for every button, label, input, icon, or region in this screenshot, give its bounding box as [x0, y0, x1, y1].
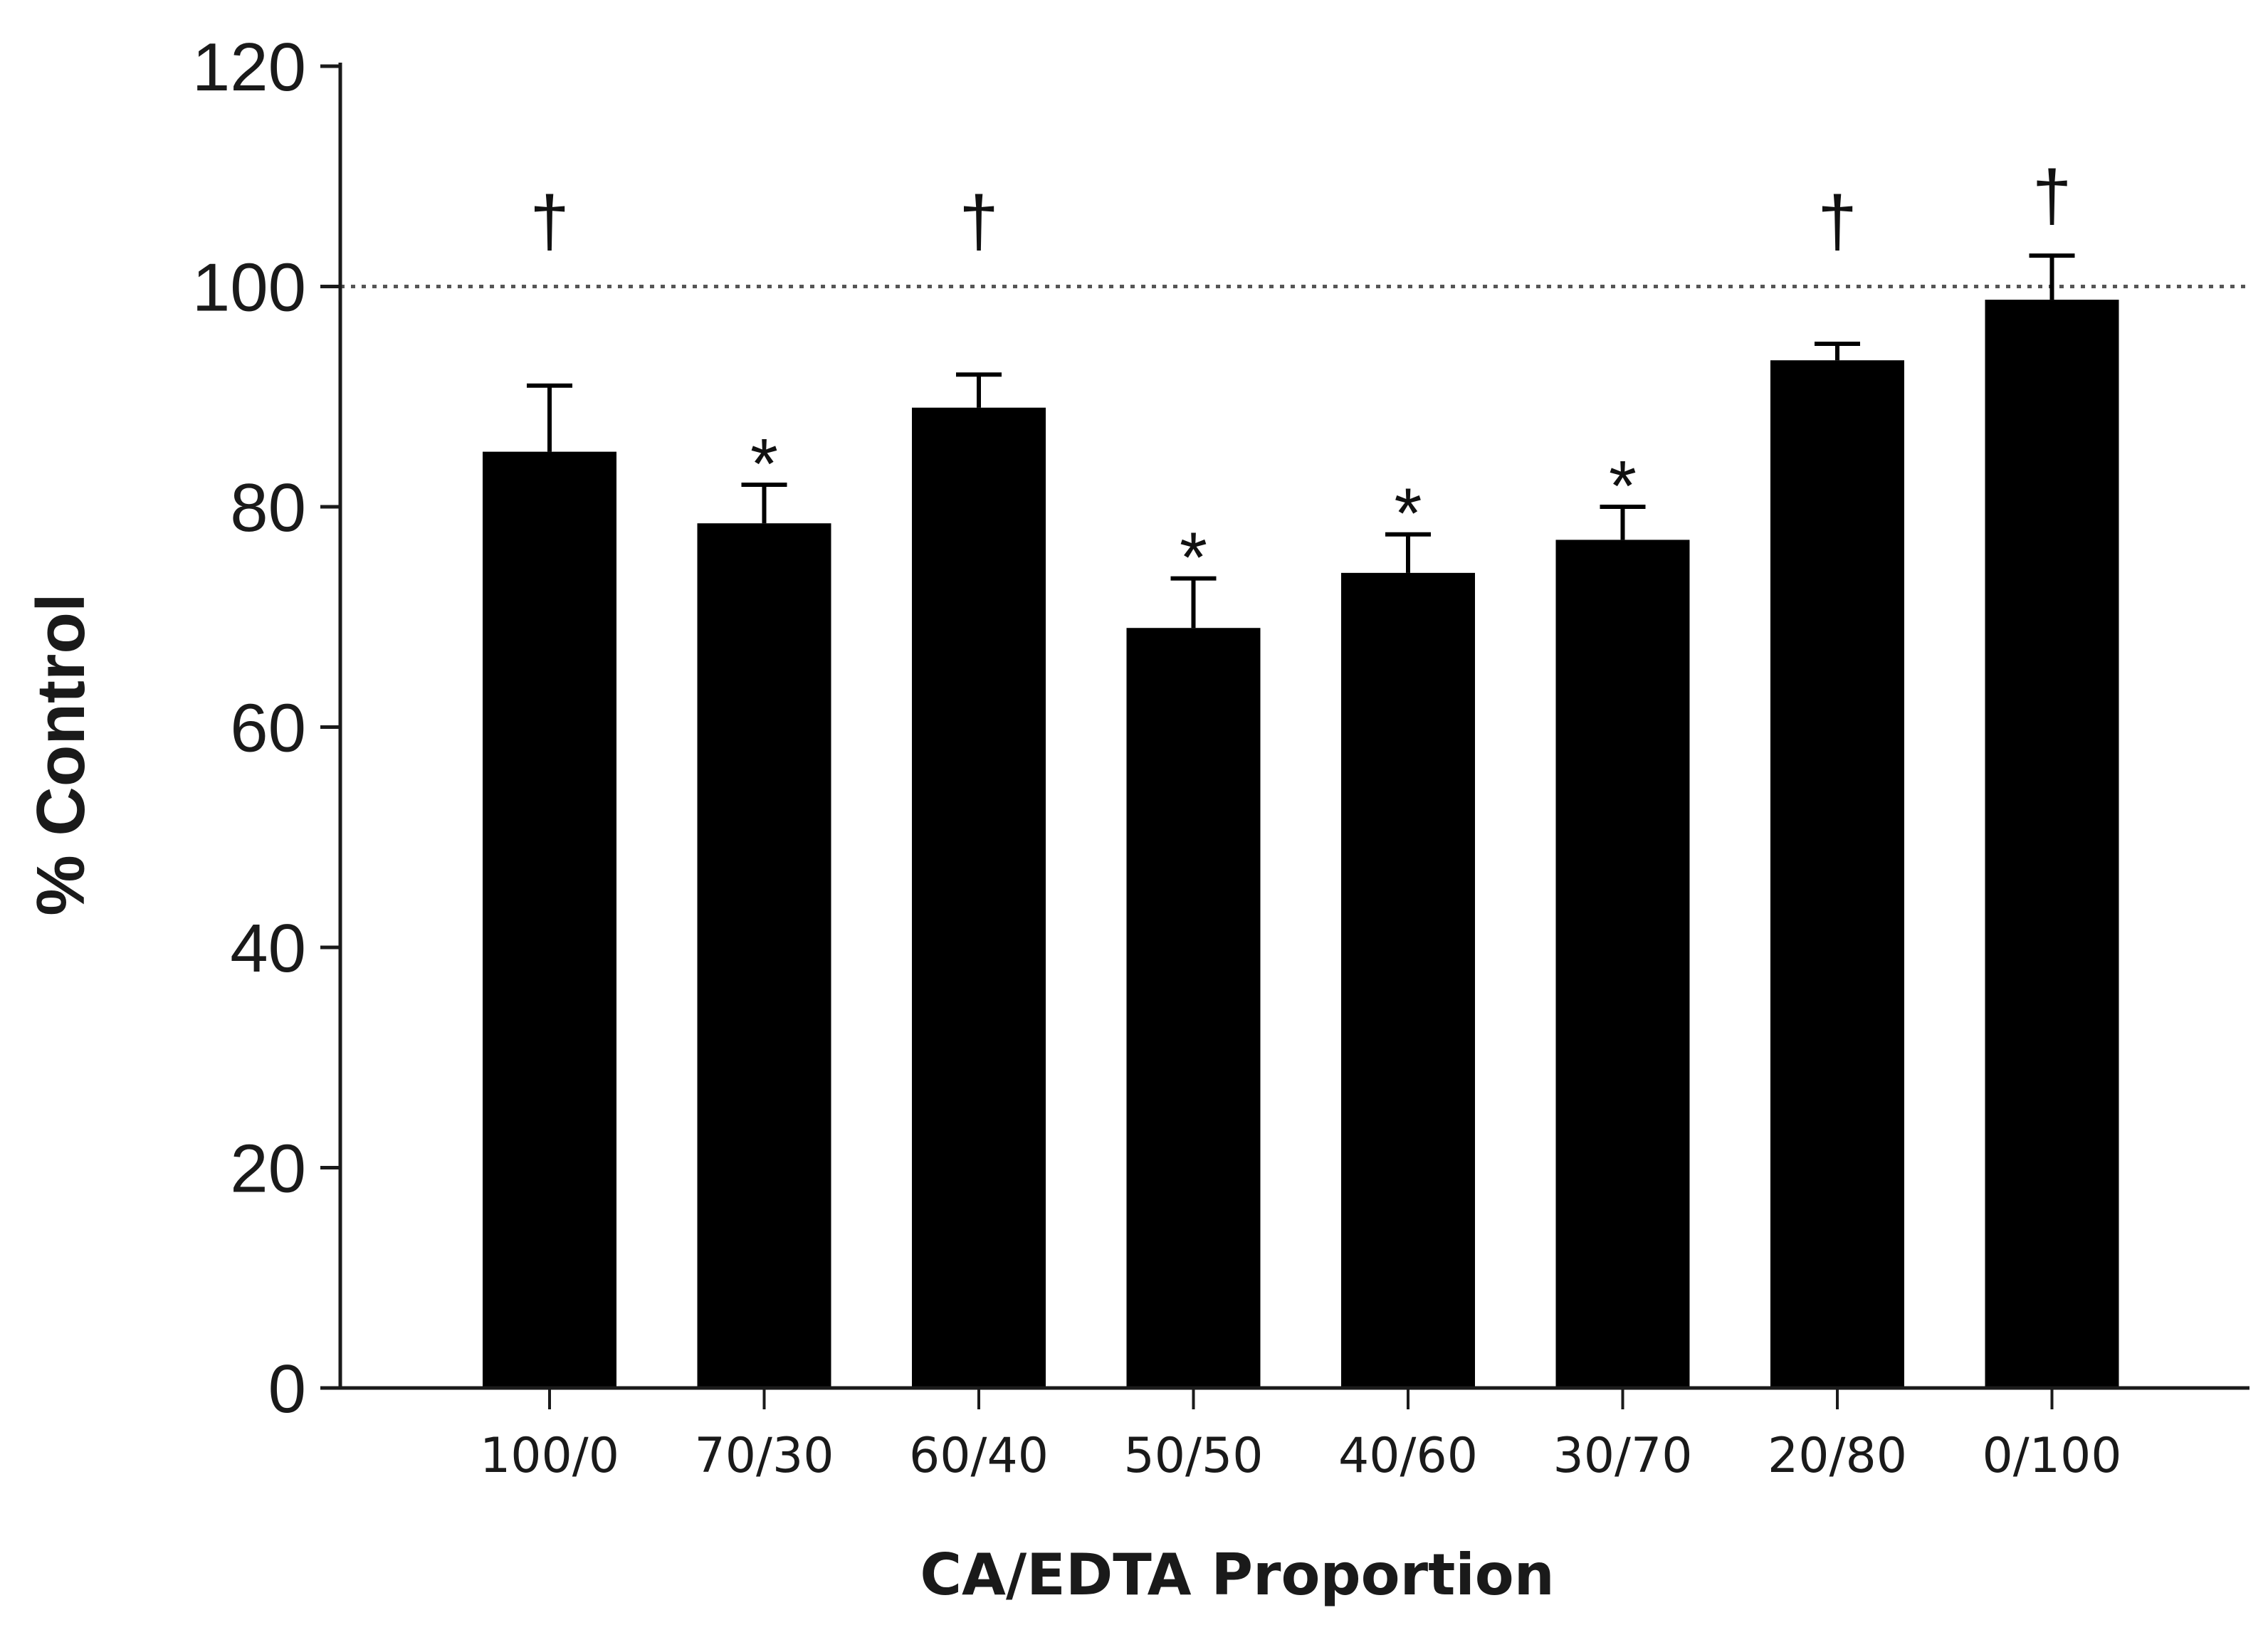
- y-tick-label: 80: [230, 470, 306, 546]
- bar: [483, 451, 616, 1388]
- asterisk-annotation: *: [750, 424, 778, 504]
- bar: [1555, 540, 1690, 1388]
- y-tick-label: 40: [230, 910, 306, 987]
- y-axis-title: % Control: [23, 593, 99, 915]
- bar: [1341, 572, 1475, 1388]
- x-tick-label: 0/100: [1983, 1428, 2122, 1484]
- dagger-annotation: †: [959, 182, 999, 261]
- bar: [1770, 360, 1904, 1388]
- x-tick-label: 60/40: [909, 1428, 1049, 1484]
- bars-layer: [483, 253, 2119, 1388]
- y-tick-label: 20: [230, 1131, 306, 1207]
- axes-layer: [320, 63, 2249, 1409]
- x-tick-label: 70/30: [695, 1428, 834, 1484]
- asterisk-annotation: *: [1395, 474, 1422, 554]
- y-tick-label: 100: [192, 250, 306, 326]
- x-axis-title: CA/EDTA Proportion: [920, 1542, 1554, 1608]
- bar: [1126, 628, 1261, 1388]
- x-tick-label: 20/80: [1768, 1428, 1907, 1484]
- bar: [697, 523, 831, 1388]
- y-tick-label: 60: [230, 690, 306, 767]
- x-tick-label: 100/0: [480, 1428, 619, 1484]
- asterisk-annotation: *: [1609, 446, 1637, 526]
- dagger-annotation: †: [1817, 182, 1857, 261]
- bar: [1985, 300, 2119, 1388]
- x-tick-label: 30/70: [1553, 1428, 1693, 1484]
- asterisk-annotation: *: [1180, 518, 1207, 598]
- labels-layer: † 100/0 * 70/30 † 60/40 * 50/50 * 40/60 * 30/70 † 20/…: [192, 29, 2122, 1484]
- x-tick-label: 40/60: [1338, 1428, 1478, 1484]
- x-tick-label: 50/50: [1124, 1428, 1264, 1484]
- bar: [912, 407, 1046, 1388]
- dagger-annotation: †: [2032, 156, 2072, 236]
- y-tick-label: 0: [268, 1351, 306, 1427]
- dagger-annotation: †: [530, 182, 569, 261]
- y-tick-label: 120: [192, 29, 306, 105]
